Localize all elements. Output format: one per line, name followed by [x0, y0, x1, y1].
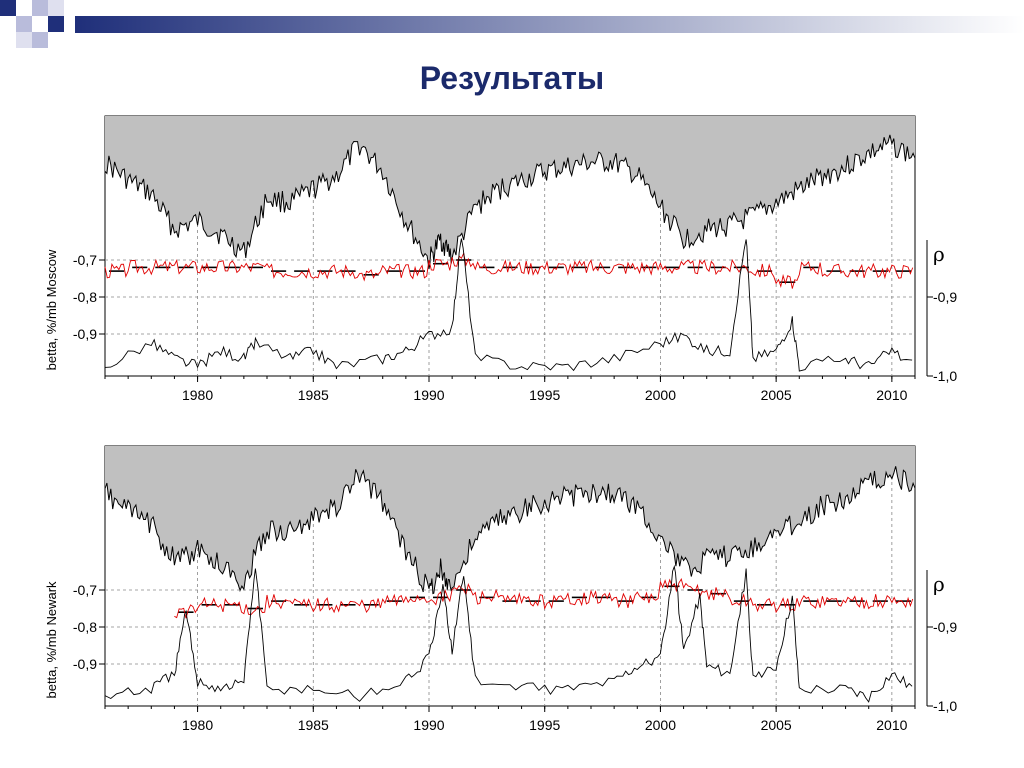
- y-tick-label: -0,8: [73, 619, 97, 635]
- y-axis-label: betta, %/mb Moscow: [44, 249, 59, 370]
- newark-chart: 1980 1985 1990 1995 2000 2005 2010 -0,7 -0,8 -0,9…: [44, 445, 957, 733]
- x-tick-label: 2010: [876, 387, 907, 403]
- x-tick-label: 1995: [529, 717, 560, 733]
- right-tick-label: -1,0: [933, 698, 957, 714]
- x-tick-label: 2000: [645, 717, 676, 733]
- moscow-chart: 1980 1985 1990 1995 2000 2005 2010 -0,7 -0,8 -0,9…: [44, 115, 957, 403]
- series-0-area: [105, 116, 915, 269]
- right-axis-label: ρ: [933, 242, 945, 266]
- y-tick-label: -0,9: [73, 656, 97, 672]
- x-tick-label: 1985: [298, 387, 329, 403]
- x-tick-label: 2010: [876, 717, 907, 733]
- right-axis-label: ρ: [933, 572, 945, 596]
- x-tick-label: 2000: [645, 387, 676, 403]
- series-1-line: [174, 577, 914, 619]
- series-2-line: [104, 564, 913, 703]
- x-tick-label: 1985: [298, 717, 329, 733]
- x-tick-label: 2005: [761, 717, 792, 733]
- right-tick-label: -0,9: [933, 619, 957, 635]
- slide-title: Результаты: [419, 60, 605, 96]
- y-axis-label: betta, %/mb Newark: [44, 581, 59, 699]
- x-tick-label: 1995: [529, 387, 560, 403]
- x-tick-label: 1990: [413, 387, 444, 403]
- series-0-line: [104, 466, 916, 595]
- right-tick-label: -0,9: [933, 289, 957, 305]
- right-tick-label: -1,0: [933, 368, 957, 384]
- x-tick-label: 1990: [413, 717, 444, 733]
- series-2-line: [104, 238, 913, 372]
- series-0-line: [104, 134, 916, 270]
- x-tick-label: 2005: [761, 387, 792, 403]
- series-0-area: [105, 446, 915, 594]
- x-tick-label: 1980: [182, 717, 213, 733]
- y-tick-label: -0,7: [73, 582, 97, 598]
- series-1-line: [104, 251, 914, 289]
- header-decoration: [0, 0, 1024, 48]
- y-tick-label: -0,8: [73, 289, 97, 305]
- x-tick-label: 1980: [182, 387, 213, 403]
- y-tick-label: -0,9: [73, 326, 97, 342]
- y-tick-label: -0,7: [73, 252, 97, 268]
